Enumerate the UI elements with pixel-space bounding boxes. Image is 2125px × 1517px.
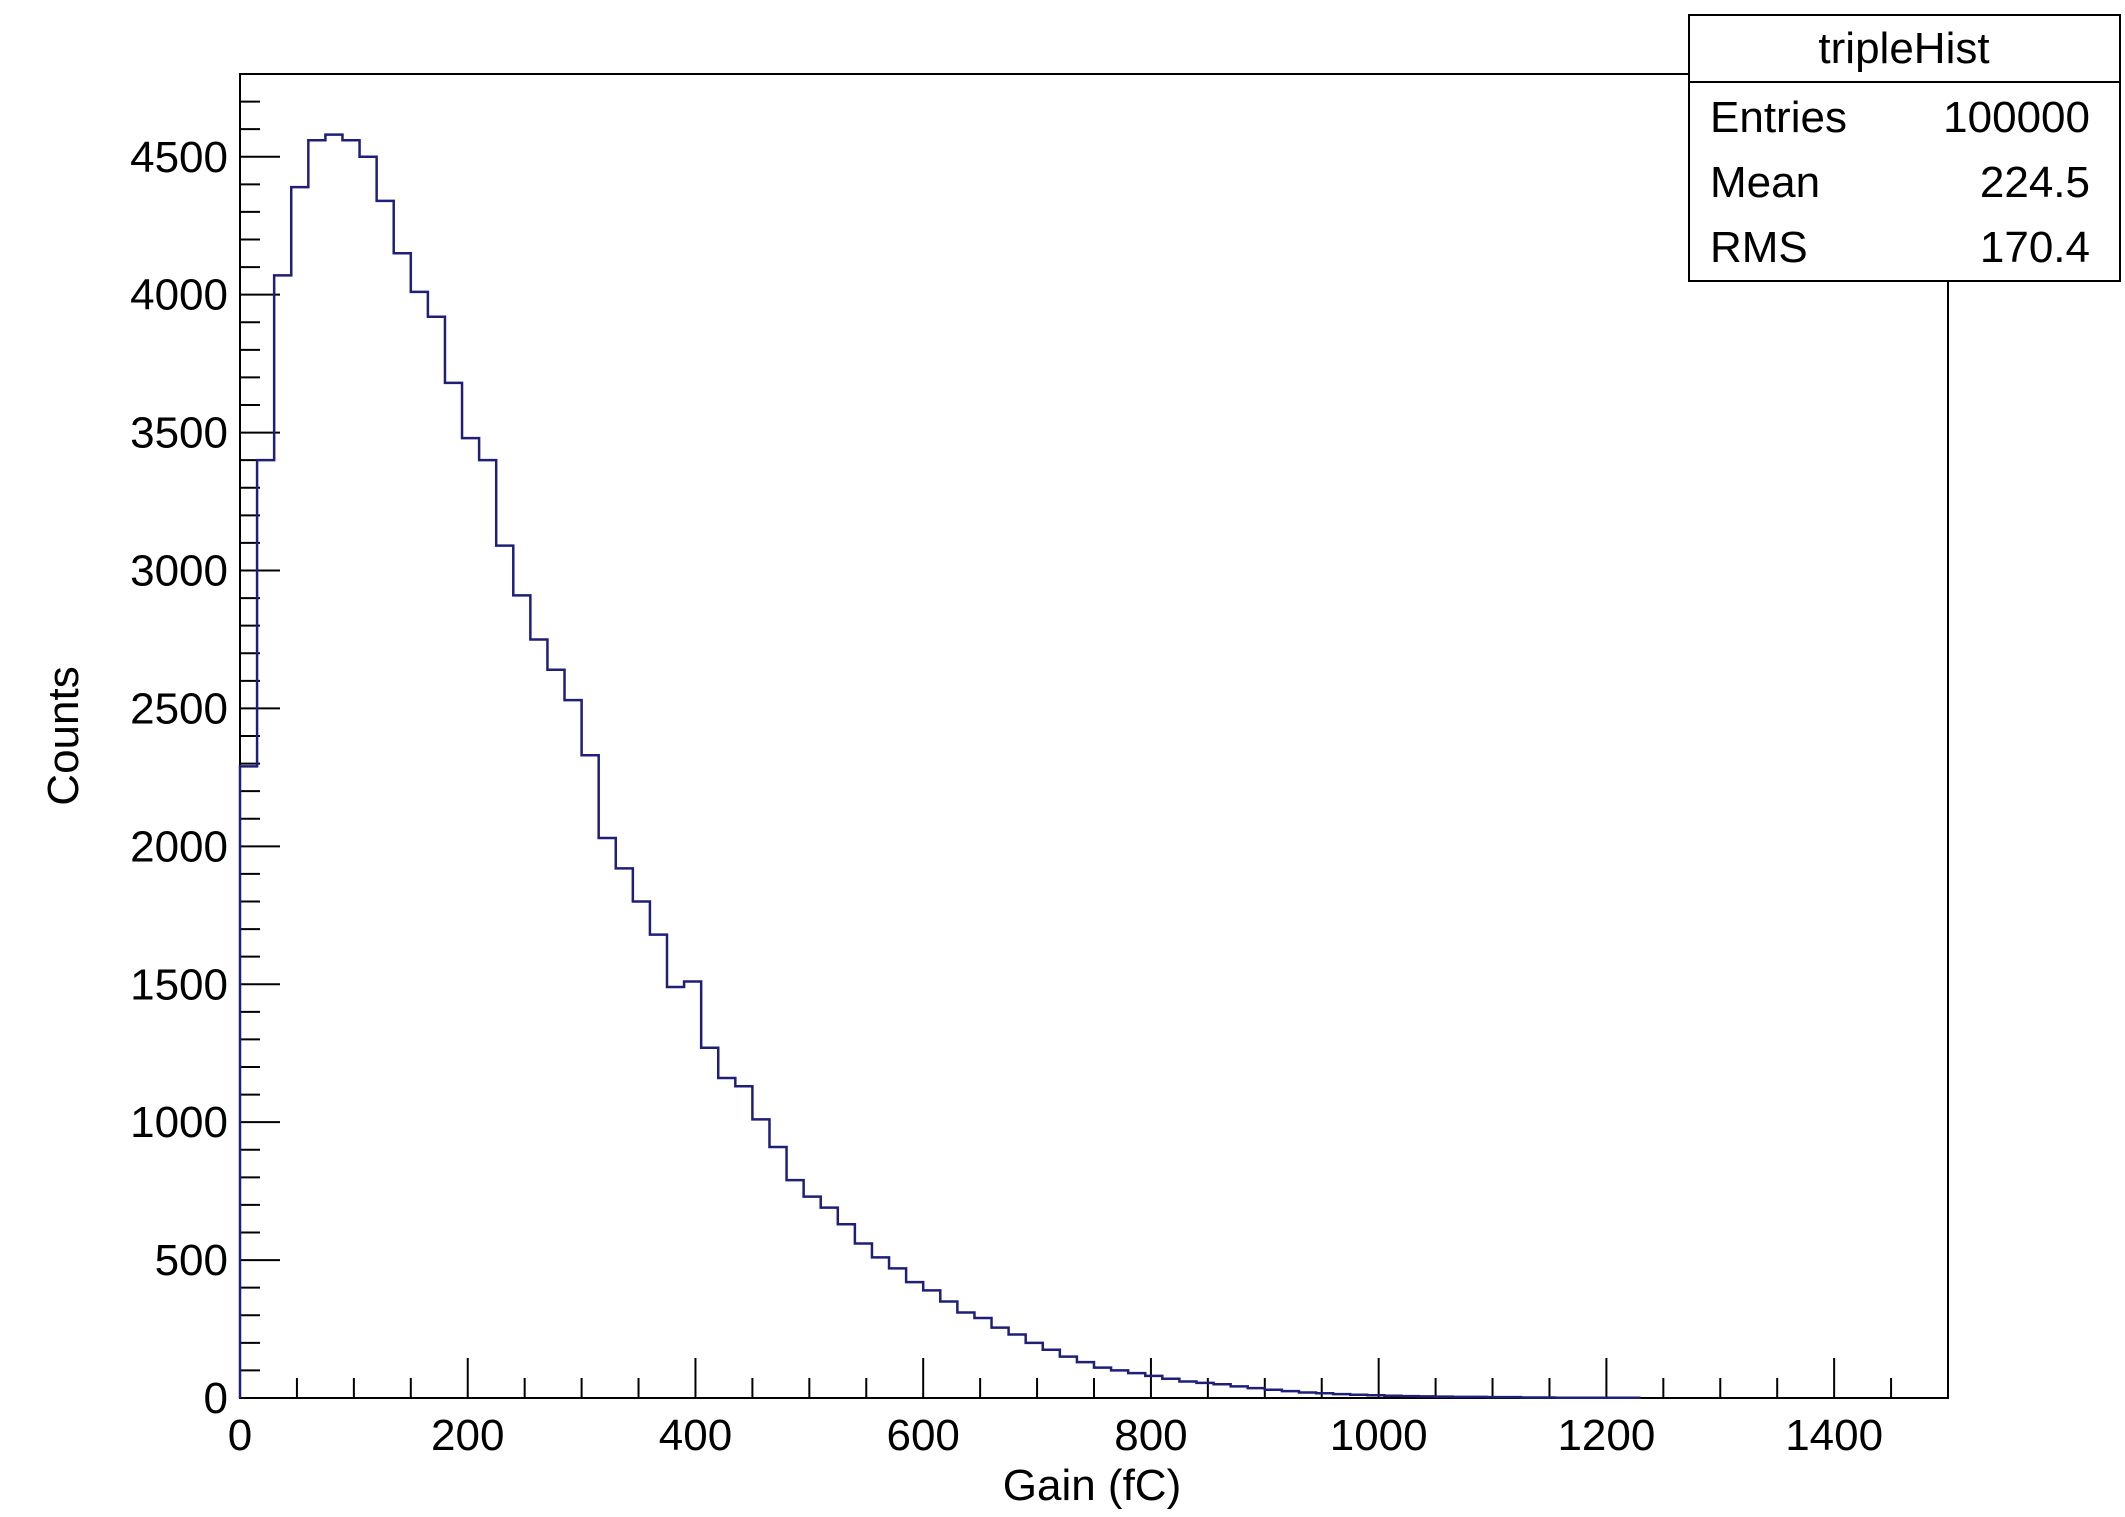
y-tick-label: 4500 (130, 133, 228, 182)
y-tick-label: 2000 (130, 822, 228, 871)
y-axis-tick-labels: 0 500 1000 1500 2000 2500 3000 3500 4000 4500 (130, 133, 228, 1423)
stats-entries-label: Entries (1710, 93, 1847, 142)
stats-box-frame (1688, 14, 2121, 282)
stats-box: tripleHist Entries 100000 Mean 224.5 RMS… (1688, 14, 2121, 282)
stats-box-title: tripleHist (1818, 24, 1989, 73)
stats-rms-value: 170.4 (1980, 223, 2090, 272)
x-axis-title: Gain (fC) (1003, 1461, 1181, 1510)
x-tick-label: 1000 (1330, 1411, 1428, 1460)
y-tick-label: 1000 (130, 1098, 228, 1147)
x-axis-tick-labels: 0 200 400 600 800 1000 1200 1400 (228, 1411, 1883, 1460)
x-tick-label: 1400 (1785, 1411, 1883, 1460)
stats-rms-label: RMS (1710, 223, 1808, 272)
stats-mean-value: 224.5 (1980, 158, 2090, 207)
stats-mean-label: Mean (1710, 158, 1820, 207)
y-tick-label: 0 (204, 1374, 228, 1423)
y-tick-label: 3500 (130, 409, 228, 458)
x-tick-label: 0 (228, 1411, 252, 1460)
x-tick-label: 1200 (1557, 1411, 1655, 1460)
histogram-line (238, 133, 1641, 1399)
x-tick-label: 800 (1114, 1411, 1187, 1460)
y-tick-label: 500 (155, 1236, 228, 1285)
x-tick-label: 600 (886, 1411, 959, 1460)
y-axis-title: Counts (39, 666, 88, 805)
x-tick-label: 400 (659, 1411, 732, 1460)
x-axis-ticks (239, 1358, 1949, 1398)
y-tick-label: 1500 (130, 960, 228, 1009)
y-tick-label: 4000 (130, 271, 228, 320)
y-axis-ticks (240, 73, 280, 1399)
x-tick-label: 200 (431, 1411, 504, 1460)
stats-entries-value: 100000 (1943, 93, 2090, 142)
y-tick-label: 3000 (130, 547, 228, 596)
y-tick-label: 2500 (130, 684, 228, 733)
